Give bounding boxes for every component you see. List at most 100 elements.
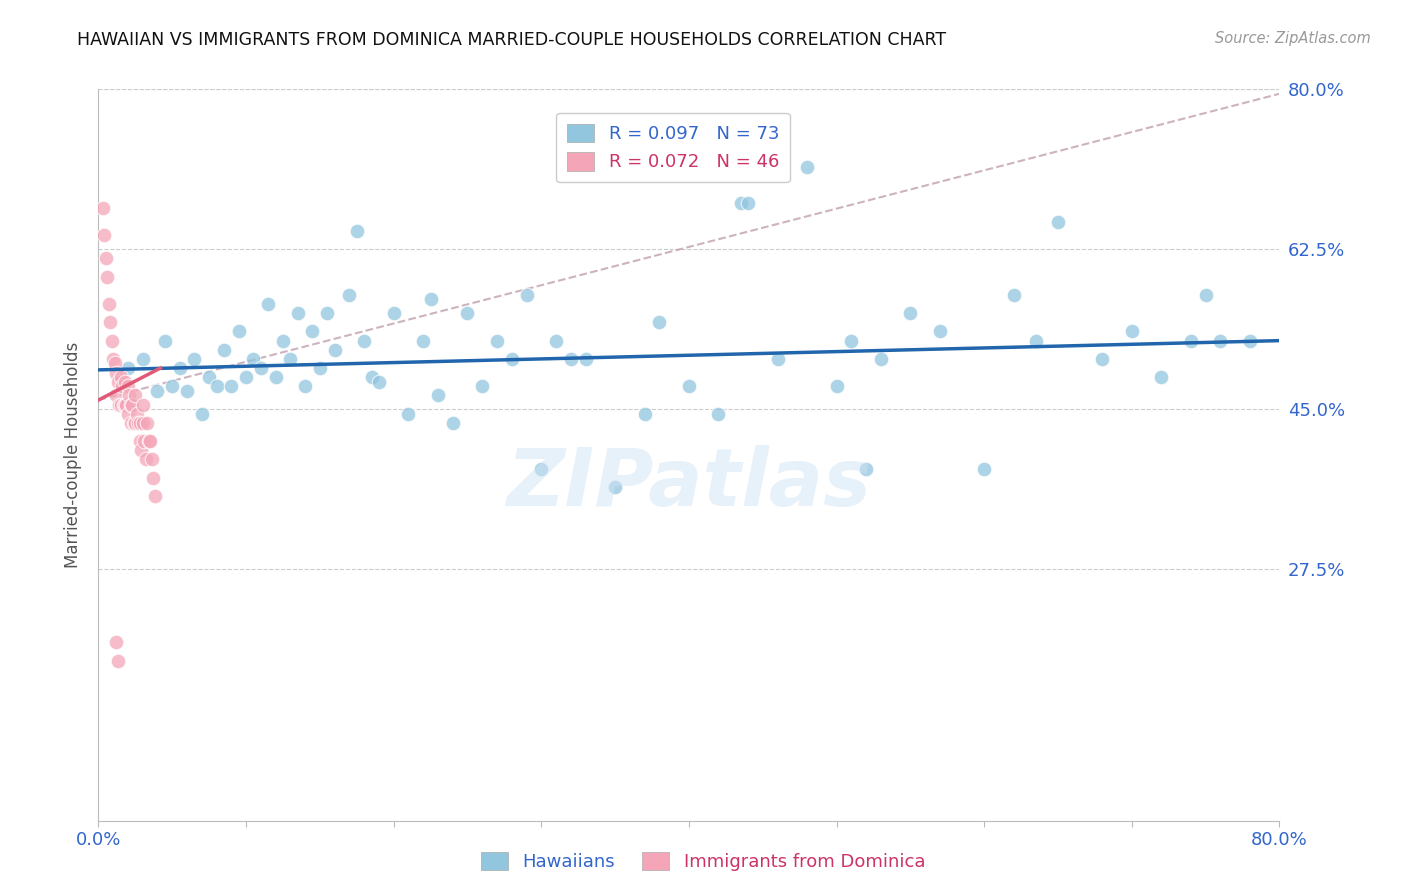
Hawaiians: [546, 334, 568, 348]
Hawaiians: [271, 334, 294, 348]
Immigrants from Dominica: [120, 416, 142, 430]
Immigrants from Dominica: [127, 416, 149, 430]
Immigrants from Dominica: [94, 252, 117, 266]
Hawaiians: [441, 416, 464, 430]
Immigrants from Dominica: [107, 375, 129, 389]
Hawaiians: [1150, 370, 1173, 384]
Hawaiians: [117, 361, 139, 376]
Immigrants from Dominica: [139, 434, 162, 449]
Hawaiians: [929, 325, 952, 339]
Hawaiians: [221, 379, 243, 393]
Hawaiians: [766, 351, 789, 366]
Hawaiians: [301, 325, 323, 339]
Hawaiians: [191, 407, 214, 421]
Hawaiians: [419, 293, 441, 307]
Hawaiians: [242, 351, 264, 366]
Hawaiians: [730, 196, 752, 211]
Hawaiians: [707, 407, 730, 421]
Text: ZIPatlas: ZIPatlas: [506, 445, 872, 524]
Immigrants from Dominica: [104, 356, 127, 371]
Immigrants from Dominica: [114, 375, 136, 389]
Immigrants from Dominica: [122, 416, 145, 430]
Hawaiians: [176, 384, 198, 398]
Hawaiians: [162, 379, 183, 393]
Hawaiians: [205, 379, 228, 393]
Immigrants from Dominica: [132, 416, 155, 430]
Hawaiians: [1046, 215, 1070, 229]
Hawaiians: [398, 407, 420, 421]
Immigrants from Dominica: [105, 366, 128, 380]
Hawaiians: [353, 334, 375, 348]
Hawaiians: [796, 160, 818, 174]
Hawaiians: [316, 306, 339, 320]
Hawaiians: [132, 351, 155, 366]
Immigrants from Dominica: [128, 416, 150, 430]
Immigrants from Dominica: [114, 398, 136, 412]
Legend: R = 0.097   N = 73, R = 0.072   N = 46: R = 0.097 N = 73, R = 0.072 N = 46: [557, 113, 790, 182]
Immigrants from Dominica: [105, 388, 128, 402]
Immigrants from Dominica: [128, 434, 150, 449]
Immigrants from Dominica: [141, 452, 163, 467]
Immigrants from Dominica: [136, 416, 159, 430]
Hawaiians: [841, 334, 863, 348]
Immigrants from Dominica: [96, 269, 118, 284]
Immigrants from Dominica: [134, 434, 156, 449]
Immigrants from Dominica: [110, 370, 132, 384]
Immigrants from Dominica: [117, 379, 139, 393]
Hawaiians: [235, 370, 257, 384]
Immigrants from Dominica: [108, 398, 131, 412]
Immigrants from Dominica: [117, 407, 139, 421]
Hawaiians: [287, 306, 309, 320]
Immigrants from Dominica: [143, 489, 166, 503]
Hawaiians: [900, 306, 922, 320]
Hawaiians: [1239, 334, 1261, 348]
Hawaiians: [501, 351, 523, 366]
Hawaiians: [457, 306, 479, 320]
Immigrants from Dominica: [118, 388, 141, 402]
Hawaiians: [346, 224, 368, 238]
Hawaiians: [146, 384, 169, 398]
Y-axis label: Married-couple Households: Married-couple Households: [65, 342, 83, 568]
Immigrants from Dominica: [103, 351, 125, 366]
Hawaiians: [294, 379, 316, 393]
Hawaiians: [575, 351, 598, 366]
Hawaiians: [560, 351, 582, 366]
Immigrants from Dominica: [98, 315, 121, 329]
Immigrants from Dominica: [132, 398, 155, 412]
Hawaiians: [309, 361, 332, 376]
Hawaiians: [1209, 334, 1232, 348]
Hawaiians: [1195, 288, 1218, 302]
Hawaiians: [486, 334, 509, 348]
Hawaiians: [855, 461, 877, 475]
Immigrants from Dominica: [121, 398, 143, 412]
Hawaiians: [250, 361, 273, 376]
Hawaiians: [516, 288, 538, 302]
Hawaiians: [471, 379, 494, 393]
Hawaiians: [1002, 288, 1025, 302]
Immigrants from Dominica: [100, 334, 122, 348]
Immigrants from Dominica: [112, 398, 135, 412]
Hawaiians: [368, 375, 391, 389]
Immigrants from Dominica: [107, 654, 129, 668]
Immigrants from Dominica: [124, 388, 146, 402]
Immigrants from Dominica: [97, 297, 120, 311]
Hawaiians: [737, 196, 759, 211]
Hawaiians: [198, 370, 221, 384]
Immigrants from Dominica: [120, 398, 142, 412]
Immigrants from Dominica: [91, 201, 114, 215]
Hawaiians: [1121, 325, 1143, 339]
Immigrants from Dominica: [138, 434, 160, 449]
Immigrants from Dominica: [93, 228, 115, 243]
Hawaiians: [412, 334, 434, 348]
Hawaiians: [212, 343, 235, 357]
Hawaiians: [825, 379, 848, 393]
Legend: Hawaiians, Immigrants from Dominica: Hawaiians, Immigrants from Dominica: [474, 845, 932, 879]
Hawaiians: [427, 388, 450, 402]
Hawaiians: [1180, 334, 1202, 348]
Hawaiians: [183, 351, 205, 366]
Hawaiians: [605, 480, 627, 494]
Hawaiians: [264, 370, 287, 384]
Hawaiians: [973, 461, 995, 475]
Immigrants from Dominica: [129, 443, 152, 458]
Hawaiians: [648, 315, 671, 329]
